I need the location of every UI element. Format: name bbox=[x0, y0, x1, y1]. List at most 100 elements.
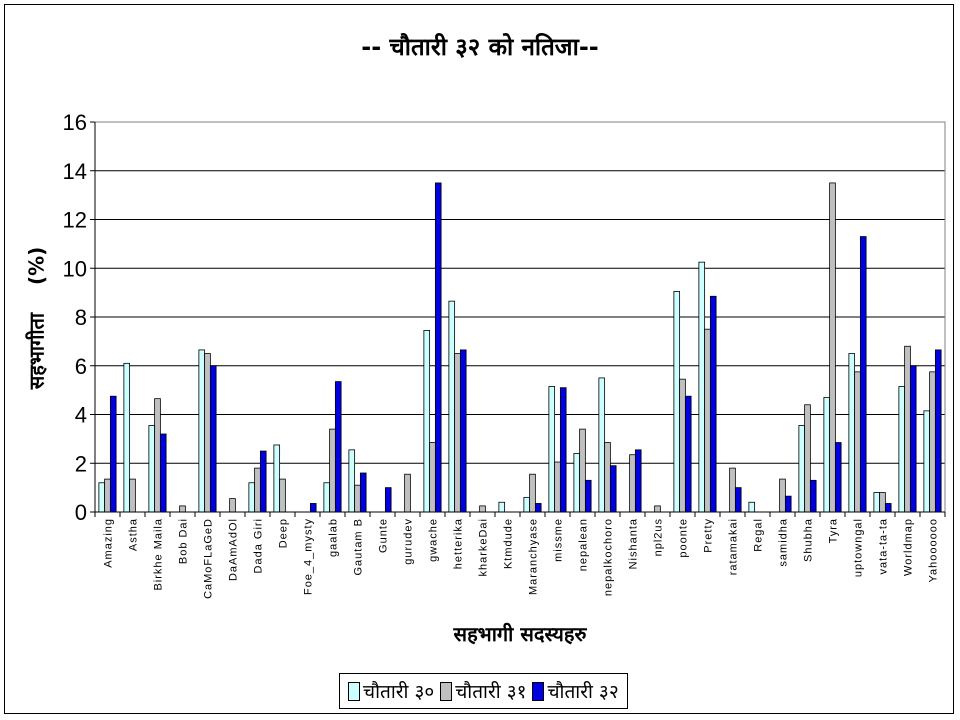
bar bbox=[779, 478, 786, 513]
bar bbox=[704, 328, 711, 513]
bar bbox=[179, 505, 186, 513]
bar bbox=[254, 467, 261, 513]
bar bbox=[434, 182, 442, 513]
x-tick-label: Bob Dai bbox=[178, 518, 190, 564]
x-tick-label: hetterika bbox=[453, 518, 465, 569]
x-tick-label: Gunte bbox=[378, 518, 390, 553]
bar bbox=[448, 300, 456, 513]
bar bbox=[259, 450, 267, 513]
bar bbox=[98, 482, 106, 513]
bar bbox=[809, 479, 817, 513]
bar bbox=[898, 386, 906, 513]
bar bbox=[598, 377, 606, 513]
x-tick-label: Ktmdude bbox=[503, 518, 515, 569]
bar bbox=[423, 330, 431, 513]
x-tick-label: ratamakai bbox=[728, 518, 740, 575]
bar bbox=[829, 182, 836, 513]
bar bbox=[879, 492, 886, 513]
bar bbox=[654, 505, 661, 513]
y-tick-label: 16 bbox=[63, 110, 87, 135]
bar bbox=[334, 381, 342, 513]
bar bbox=[684, 395, 692, 513]
bar bbox=[248, 482, 256, 513]
chart-title: -- चौतारी ३२ को नतिजा-- bbox=[361, 33, 599, 61]
bar bbox=[154, 398, 161, 513]
bar bbox=[834, 442, 842, 513]
x-tick-label: poonte bbox=[678, 518, 690, 558]
y-tick-label: 2 bbox=[75, 451, 87, 476]
bar bbox=[634, 449, 642, 513]
bar bbox=[934, 349, 942, 513]
x-tick-label: CaMoFLaGeD bbox=[203, 518, 215, 599]
bar bbox=[584, 479, 592, 513]
bar bbox=[859, 236, 867, 513]
legend-swatch bbox=[348, 681, 360, 701]
x-tick-label: Yahoooooo bbox=[928, 518, 940, 582]
bar bbox=[748, 501, 756, 513]
x-tick-label: gwache bbox=[428, 518, 440, 562]
legend-swatch bbox=[440, 681, 453, 701]
x-tick-label: Nishanta bbox=[628, 518, 640, 569]
bar bbox=[159, 433, 167, 513]
x-tick-label: Tyra bbox=[828, 518, 840, 543]
bar bbox=[148, 425, 156, 513]
bar bbox=[429, 442, 436, 513]
legend-label: चौतारी ३० bbox=[363, 681, 435, 703]
bar bbox=[523, 496, 531, 513]
y-tick-label: 10 bbox=[63, 256, 87, 281]
y-tick-label: 12 bbox=[63, 208, 87, 233]
x-tick-label: Astha bbox=[128, 518, 140, 551]
bar bbox=[884, 503, 892, 513]
bar bbox=[929, 371, 936, 513]
x-tick-label: DaAmAdOl bbox=[228, 518, 240, 581]
bar bbox=[498, 501, 506, 513]
x-tick-label: Birkhe Maila bbox=[153, 518, 165, 591]
bar bbox=[534, 503, 542, 513]
bar bbox=[609, 465, 617, 513]
legend: चौतारी ३० चौतारी ३१ चौतारी ३२ bbox=[339, 673, 628, 709]
bar bbox=[529, 473, 536, 513]
x-tick-label: missme bbox=[553, 518, 565, 562]
bar bbox=[629, 454, 636, 513]
bar bbox=[679, 378, 686, 513]
bar bbox=[909, 365, 917, 513]
bar bbox=[309, 503, 317, 513]
bar bbox=[784, 495, 792, 513]
y-tick-label: 14 bbox=[63, 159, 87, 184]
x-tick-label: Worldmap bbox=[903, 518, 915, 576]
chart-frame bbox=[4, 4, 954, 714]
bar bbox=[734, 487, 742, 513]
legend-item: चौतारी ३० bbox=[348, 678, 434, 704]
bar bbox=[854, 371, 861, 513]
bar bbox=[823, 397, 831, 513]
x-tick-label: Amazing bbox=[103, 518, 115, 568]
bar bbox=[579, 428, 586, 513]
bar bbox=[479, 505, 486, 513]
bar bbox=[554, 461, 561, 513]
bar bbox=[729, 467, 736, 513]
bar bbox=[804, 404, 811, 513]
bar bbox=[459, 349, 467, 513]
bar bbox=[923, 410, 931, 513]
bar bbox=[329, 428, 336, 513]
bar bbox=[279, 478, 286, 513]
bar bbox=[709, 295, 717, 513]
legend-label: चौतारी ३१ bbox=[455, 681, 527, 703]
x-tick-label: kharkeDai bbox=[478, 518, 490, 577]
x-tick-label: vata-ta-ta bbox=[878, 518, 890, 574]
x-tick-label: Deep bbox=[278, 518, 290, 548]
bar bbox=[798, 425, 806, 513]
bar bbox=[559, 387, 567, 513]
legend-label: चौतारी ३२ bbox=[547, 681, 619, 703]
y-tick-label: 8 bbox=[75, 305, 87, 330]
bar bbox=[573, 453, 581, 513]
x-tick-label: Regal bbox=[753, 518, 765, 552]
y-tick-label: 4 bbox=[75, 403, 87, 428]
bar bbox=[604, 442, 611, 513]
bar bbox=[348, 449, 356, 513]
x-tick-label: nepalean bbox=[578, 518, 590, 571]
x-tick-label: npl2us bbox=[653, 518, 665, 556]
x-tick-label: samidha bbox=[778, 518, 790, 567]
bar bbox=[129, 478, 136, 513]
